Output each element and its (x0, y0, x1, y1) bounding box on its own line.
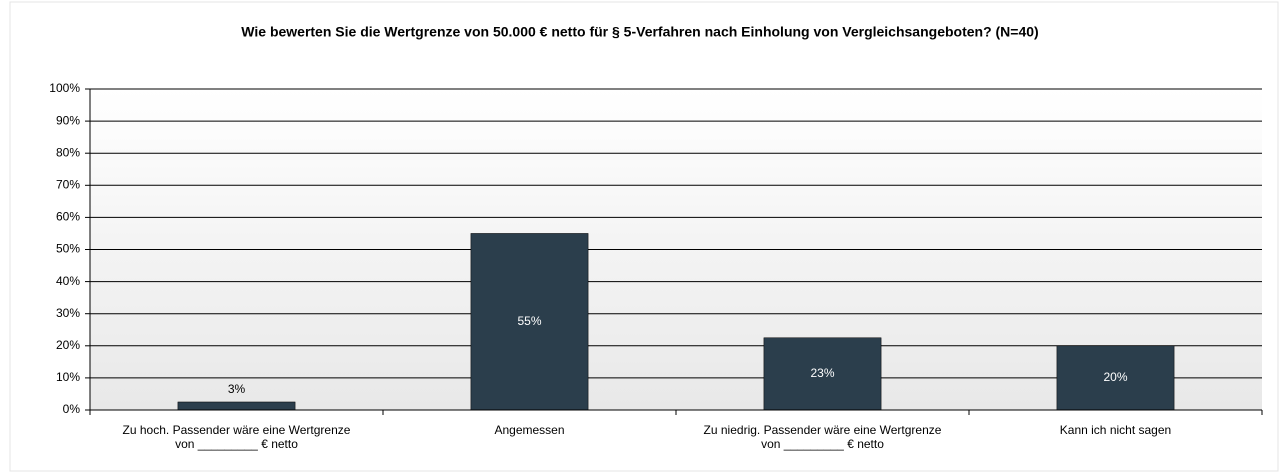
y-tick-label: 0% (63, 402, 81, 416)
y-tick-label: 100% (49, 81, 80, 95)
bar (177, 401, 296, 411)
x-tick-label: Zu niedrig. Passender wäre eine Wertgren… (703, 423, 942, 451)
data-label: 55% (517, 314, 541, 328)
bar (470, 233, 589, 411)
y-tick-label: 60% (56, 210, 80, 224)
y-tick-label: 80% (56, 145, 80, 159)
data-label: 3% (228, 382, 246, 396)
y-tick-label: 70% (56, 177, 80, 191)
y-tick-label: 90% (56, 113, 80, 127)
x-tick-label: Angemessen (494, 423, 565, 437)
bar (763, 337, 882, 411)
x-tick-label: Zu hoch. Passender wäre eine Wertgrenze … (122, 423, 351, 451)
frame (9, 1, 1279, 472)
y-tick-label: 40% (56, 274, 80, 288)
data-label: 20% (1103, 370, 1127, 384)
x-tick-label: Kann ich nicht sagen (1059, 423, 1172, 437)
bar (1056, 345, 1175, 411)
y-tick-label: 50% (56, 242, 80, 256)
data-label: 23% (810, 366, 834, 380)
chart-title: Wie bewerten Sie die Wertgrenze von 50.0… (241, 24, 1038, 40)
y-tick-label: 20% (56, 338, 80, 352)
y-tick-label: 10% (56, 370, 80, 384)
y-tick-label: 30% (56, 306, 80, 320)
